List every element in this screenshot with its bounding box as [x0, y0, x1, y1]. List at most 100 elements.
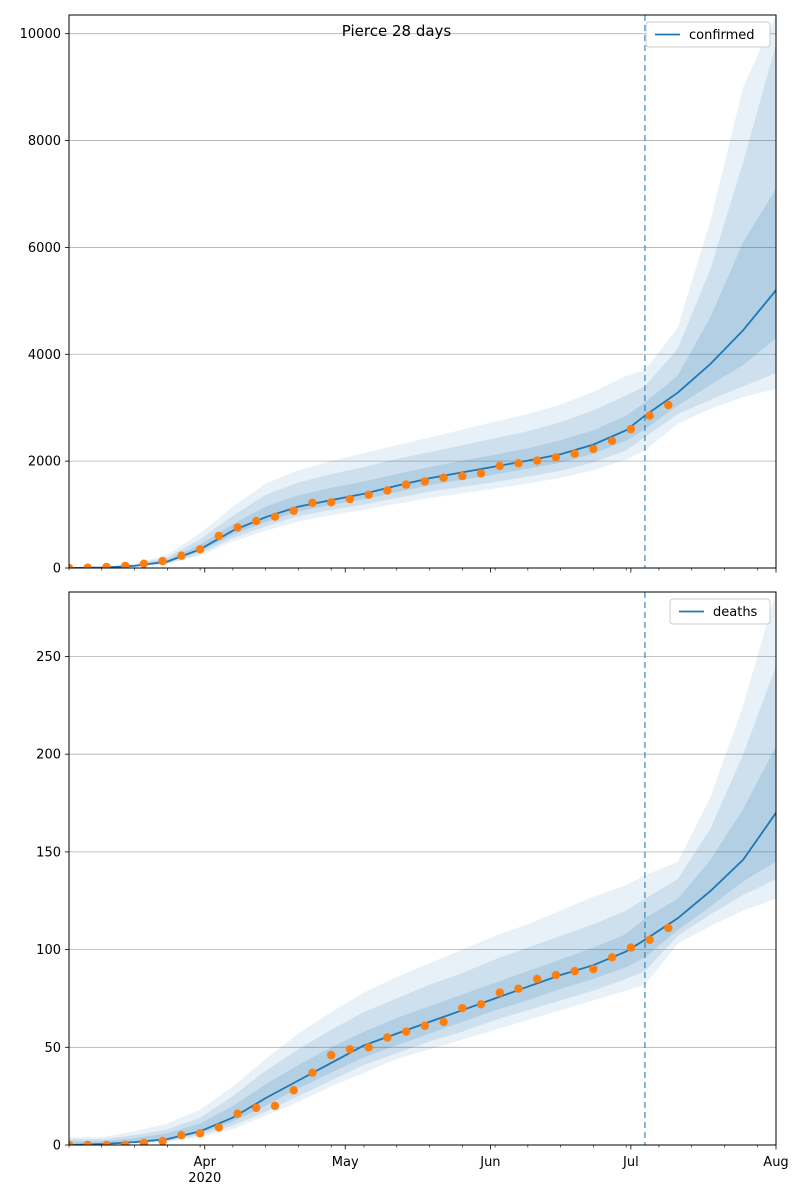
- observed-point: [495, 988, 504, 997]
- uncertainty-band-2: [69, 44, 776, 568]
- legend-label: deaths: [713, 605, 758, 620]
- uncertainty-band-1: [69, 15, 776, 568]
- observed-point: [139, 1138, 149, 1145]
- observed-point: [551, 970, 561, 980]
- observed-point: [439, 1017, 448, 1027]
- observed-point: [121, 1140, 130, 1145]
- x-tick-label: May: [332, 1155, 359, 1170]
- observed-point: [551, 453, 561, 462]
- x-tick-label: Jul: [622, 1155, 639, 1170]
- y-tick-label: 0: [53, 562, 61, 577]
- y-tick-label: 150: [36, 845, 61, 860]
- observed-point: [589, 444, 598, 454]
- legend: deaths: [669, 598, 771, 625]
- observed-point: [308, 1068, 317, 1077]
- model-median-line: [69, 289, 776, 568]
- y-tick-label: 4000: [28, 348, 61, 363]
- observed-point: [514, 984, 523, 993]
- observed-point: [514, 459, 523, 468]
- observed-point: [664, 923, 673, 933]
- observed-point: [83, 1140, 92, 1145]
- legend-label: confirmed: [689, 28, 755, 43]
- observed-point: [270, 1101, 280, 1111]
- plot-area: [69, 15, 776, 568]
- observed-point: [289, 506, 298, 515]
- uncertainty-band-1: [69, 592, 776, 1145]
- y-tick-label: 6000: [28, 241, 61, 256]
- observed-point: [158, 1136, 167, 1145]
- observed-point: [177, 551, 186, 560]
- observed-point: [158, 556, 167, 566]
- axes-frame: [68, 14, 777, 569]
- observed-point: [289, 1086, 298, 1095]
- observed-point: [495, 461, 504, 471]
- y-tick-label: 10000: [20, 27, 61, 42]
- observed-point: [139, 559, 149, 568]
- y-tick-label: 2000: [28, 455, 61, 470]
- observed-point: [364, 1043, 373, 1052]
- observed-point: [401, 1027, 411, 1036]
- y-tick-label: 200: [36, 748, 61, 763]
- observed-point: [69, 1140, 74, 1145]
- observed-point: [476, 469, 486, 478]
- observed-point: [570, 449, 579, 458]
- observed-point: [439, 473, 448, 482]
- observed-point: [401, 480, 411, 489]
- legend-box: [645, 21, 771, 48]
- observed-point: [420, 477, 429, 486]
- observed-point: [626, 943, 636, 952]
- observed-point: [420, 1021, 429, 1030]
- y-tick-label: 0: [53, 1139, 61, 1154]
- observed-point: [233, 523, 242, 532]
- observed-point: [195, 545, 205, 554]
- observed-point: [626, 424, 636, 434]
- y-tick-label: 50: [44, 1041, 61, 1056]
- x-tick-label: Apr: [194, 1155, 217, 1170]
- observed-point: [645, 935, 654, 944]
- x-tick-sublabel: 2020: [188, 1171, 221, 1186]
- legend-box: [669, 598, 771, 625]
- observed-point: [214, 531, 223, 541]
- observed-point: [589, 964, 598, 974]
- axes-frame: [68, 591, 777, 1146]
- observed-point: [177, 1131, 186, 1140]
- observed-point: [345, 494, 355, 504]
- uncertainty-band-2: [69, 666, 776, 1145]
- observed-point: [533, 456, 542, 465]
- observed-point: [233, 1109, 242, 1118]
- panel-confirmed: 0 2000 4000 6000 8000 10000 Pierce 28 days conf…: [20, 14, 777, 577]
- observed-point: [69, 563, 74, 568]
- observed-point: [252, 1103, 261, 1113]
- x-tick-label: Jun: [479, 1155, 500, 1170]
- observed-point: [345, 1045, 355, 1054]
- observed-point: [327, 1050, 336, 1060]
- chart-title: Pierce 28 days: [342, 22, 452, 40]
- model-median-line: [69, 812, 776, 1145]
- observed-point: [214, 1123, 223, 1132]
- y-tick-label: 8000: [28, 134, 61, 149]
- observed-point: [102, 562, 111, 568]
- observed-point: [383, 486, 392, 495]
- observed-point: [102, 1140, 111, 1145]
- observed-point: [383, 1033, 392, 1042]
- y-tick-label: 100: [36, 943, 61, 958]
- observed-point: [252, 516, 261, 526]
- observed-point: [308, 498, 317, 507]
- legend: confirmed: [645, 21, 771, 48]
- observed-point: [458, 471, 467, 481]
- observed-point: [195, 1129, 205, 1138]
- observed-point: [570, 966, 579, 976]
- x-tick-label: Aug: [763, 1155, 788, 1170]
- observed-point: [664, 400, 673, 410]
- observed-point: [607, 953, 617, 962]
- observed-point: [476, 1000, 486, 1009]
- observed-point: [121, 561, 130, 568]
- plot-area: [69, 592, 776, 1145]
- observed-point: [83, 563, 92, 568]
- observed-point: [533, 974, 542, 984]
- observed-point: [364, 490, 373, 499]
- y-tick-label: 250: [36, 650, 61, 665]
- observed-point: [458, 1004, 467, 1013]
